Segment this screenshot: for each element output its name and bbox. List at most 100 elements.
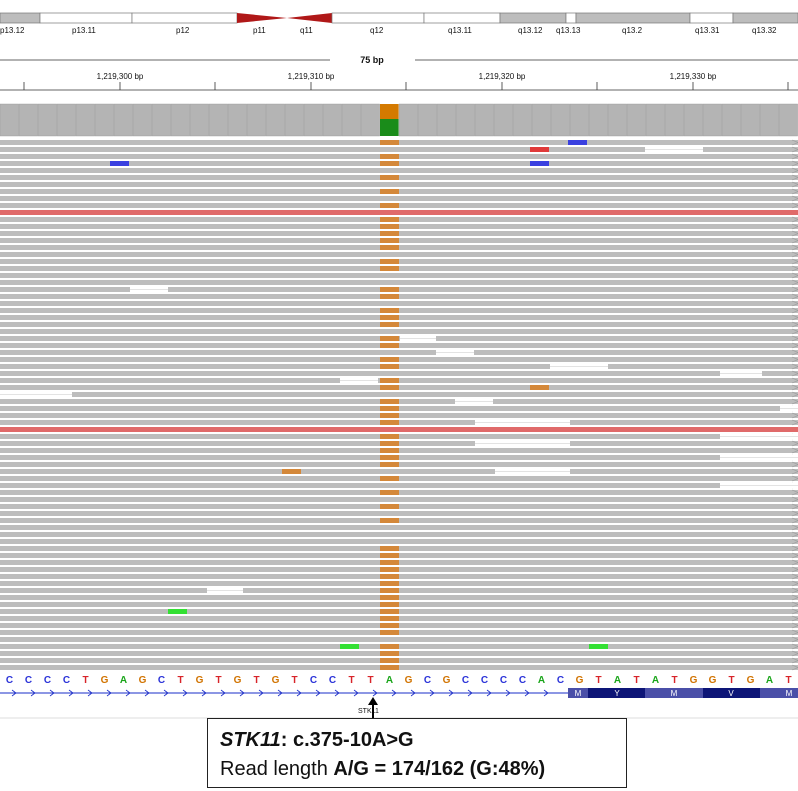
coverage-bar [455, 103, 475, 137]
amino-acid: M [671, 689, 678, 698]
read-strand-arrow [791, 160, 798, 167]
read-mismatch [110, 161, 129, 166]
snp-mismatch-g [380, 217, 399, 222]
coverage-bar [436, 103, 456, 137]
band-label: q13.13 [556, 26, 581, 35]
read-strand-arrow [791, 573, 798, 580]
read-row [0, 273, 798, 278]
read-strand-arrow [791, 265, 798, 272]
reference-base: A [766, 675, 773, 686]
reference-base: T [82, 675, 88, 686]
coverage-bar [341, 103, 361, 137]
read-strand-arrow [791, 258, 798, 265]
band-label: q13.2 [622, 26, 643, 35]
snp-mismatch-g [380, 378, 399, 383]
snp-mismatch-g [380, 560, 399, 565]
read-strand-arrow [791, 608, 798, 615]
snp-mismatch-g [380, 581, 399, 586]
snp-mismatch-g [380, 343, 399, 348]
reference-base: C [519, 675, 526, 686]
read-strand-arrow [791, 230, 798, 237]
strand-arrow-icon [125, 689, 131, 697]
snp-mismatch-g [380, 315, 399, 320]
coverage-bar [702, 103, 722, 137]
read-row [0, 350, 798, 355]
amino-acid: M [575, 689, 582, 698]
read-strand-arrow [791, 440, 798, 447]
read-mismatch [589, 644, 608, 649]
gene-exon[interactable] [568, 688, 798, 698]
read-row [0, 392, 798, 397]
coverage-bar [588, 103, 608, 137]
snp-mismatch-g [380, 385, 399, 390]
reference-base: G [709, 675, 717, 686]
reference-base: C [424, 675, 431, 686]
read-strand-arrow [791, 622, 798, 629]
snp-mismatch-g [380, 434, 399, 439]
snp-mismatch-g [380, 308, 399, 313]
snp-mismatch-g [380, 553, 399, 558]
amino-acid: Y [614, 689, 620, 698]
read-row [0, 371, 798, 376]
read-strand-arrow [791, 202, 798, 209]
snp-mismatch-g [380, 287, 399, 292]
reference-base: C [158, 675, 165, 686]
read-strand-arrow [791, 237, 798, 244]
read-mismatch [530, 147, 549, 152]
alignment-reads[interactable] [0, 139, 798, 671]
snp-mismatch-g [380, 322, 399, 327]
read-row [0, 525, 798, 530]
snp-mismatch-g [380, 595, 399, 600]
read-row [0, 182, 798, 187]
read-row [0, 252, 798, 257]
read-strand-arrow [791, 216, 798, 223]
read-row [0, 637, 798, 642]
coverage-track[interactable] [0, 103, 798, 139]
strand-arrow-icon [315, 689, 321, 697]
strand-arrow-icon [87, 689, 93, 697]
strand-arrow-icon [106, 689, 112, 697]
reference-base: G [272, 675, 280, 686]
band-label: p12 [176, 26, 190, 35]
read-strand-arrow [791, 377, 798, 384]
coverage-bar [284, 103, 304, 137]
read-strand-arrow [791, 307, 798, 314]
strand-arrow-icon [391, 689, 397, 697]
snp-mismatch-g [380, 658, 399, 663]
coverage-bar [265, 103, 285, 137]
strand-arrow-icon [543, 689, 549, 697]
read-strand-arrow [791, 174, 798, 181]
snp-mismatch-g [380, 630, 399, 635]
band-label: q13.12 [518, 26, 543, 35]
snp-mismatch-g [380, 140, 399, 145]
reference-base: G [747, 675, 755, 686]
read-strand-arrow [791, 272, 798, 279]
read-strand-arrow [791, 188, 798, 195]
snp-mismatch-g [380, 294, 399, 299]
strand-arrow-icon [144, 689, 150, 697]
read-mismatch [568, 140, 587, 145]
read-row [0, 483, 798, 488]
reference-base: C [462, 675, 469, 686]
snp-mismatch-g [380, 189, 399, 194]
read-strand-arrow [791, 594, 798, 601]
snp-mismatch-g [380, 336, 399, 341]
snp-mismatch-g [380, 665, 399, 670]
coverage-bar [645, 103, 665, 137]
gene-track[interactable]: M Y M V M STK11 [0, 687, 798, 719]
snp-mismatch-g [380, 266, 399, 271]
read-strand-arrow [791, 503, 798, 510]
strand-arrow-icon [201, 689, 207, 697]
snp-mismatch-g [380, 462, 399, 467]
reference-base: T [291, 675, 297, 686]
reference-base: C [44, 675, 51, 686]
annotation-variant: : c.375-10A>G [280, 729, 414, 751]
chromosome-ideogram[interactable]: p13.12 p13.11 p12 p11 q11 q12 q13.11 q13… [0, 0, 798, 40]
reference-base: A [386, 675, 393, 686]
coordinate-ruler[interactable]: 75 bp 1,219,300 bp 1,219,310 bp 1,219,32… [0, 40, 798, 100]
read-strand-arrow [791, 601, 798, 608]
snp-mismatch-g [380, 588, 399, 593]
coverage-bar [493, 103, 513, 137]
snp-mismatch-g [380, 574, 399, 579]
variant-annotation-box: STK11: c.375-10A>G Read length A/G = 174… [207, 718, 627, 788]
